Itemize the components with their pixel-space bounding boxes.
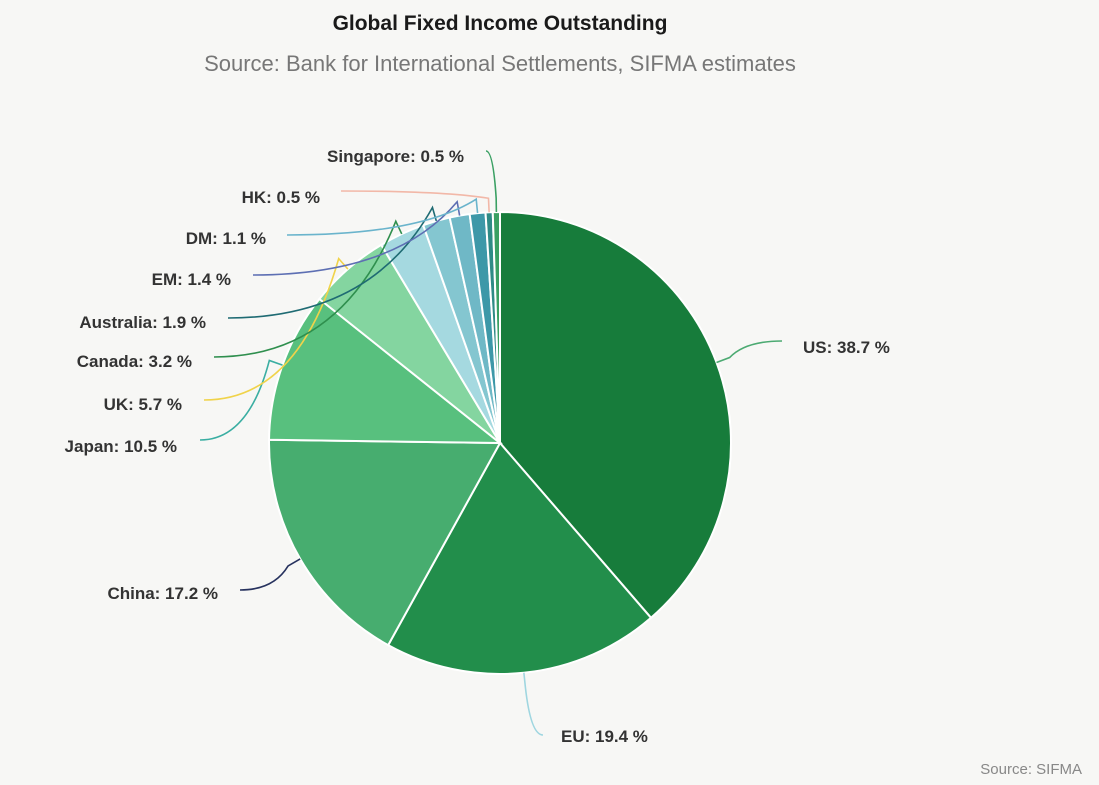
connector-em (252, 199, 461, 276)
pie-slices (268, 210, 732, 675)
label-connectors (199, 150, 783, 736)
connector-uk (203, 256, 349, 401)
slice-label-us: US: 38.7 % (803, 338, 890, 357)
slice-labels: US: 38.7 % EU: 19.4 % China: 17.2 % Japan: … (65, 147, 890, 746)
connector-singapore (485, 150, 498, 213)
slice-label-canada: Canada: 3.2 % (77, 352, 192, 371)
connector-hk (340, 190, 490, 213)
slice-label-eu: EU: 19.4 % (561, 727, 648, 746)
slice-label-japan: Japan: 10.5 % (65, 437, 177, 456)
pie-slice-china (268, 438, 502, 647)
connector-china (239, 558, 301, 591)
connector-canada (213, 219, 403, 358)
connector-dm (286, 197, 479, 236)
slice-label-dm: DM: 1.1 % (186, 229, 266, 248)
slice-label-em: EM: 1.4 % (152, 270, 231, 289)
pie-slice-eu (386, 441, 653, 675)
pie-slice-us (499, 210, 732, 620)
chart-title: Global Fixed Income Outstanding (333, 12, 668, 35)
slice-label-hk: HK: 0.5 % (242, 188, 320, 207)
slice-label-australia: Australia: 1.9 % (79, 313, 206, 332)
chart-credit: Source: SIFMA (980, 761, 1082, 778)
slice-label-uk: UK: 5.7 % (104, 395, 182, 414)
connector-us (716, 340, 783, 364)
connector-australia (227, 205, 438, 319)
connector-japan (199, 359, 283, 441)
slice-label-singapore: Singapore: 0.5 % (327, 147, 464, 166)
connector-eu (523, 672, 544, 736)
chart-subtitle: Source: Bank for International Settlemen… (204, 51, 796, 76)
pie-slice-singapore (491, 210, 501, 444)
slice-label-china: China: 17.2 % (107, 584, 218, 603)
